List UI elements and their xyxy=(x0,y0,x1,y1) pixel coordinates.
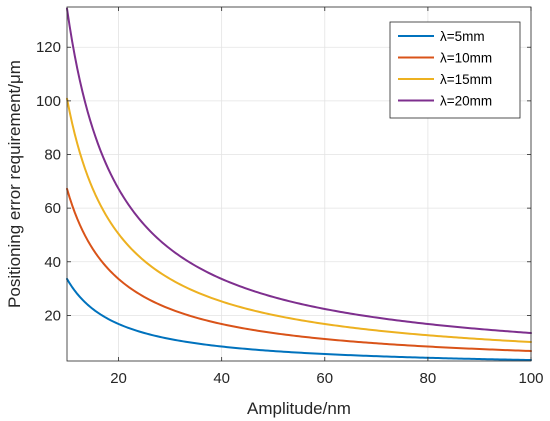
series-lines xyxy=(66,7,532,362)
legend-label-1: λ=5mm xyxy=(440,29,485,44)
legend-label-3: λ=15mm xyxy=(440,72,492,87)
y-tick-label: 40 xyxy=(44,254,61,271)
y-tick-label: 120 xyxy=(36,39,61,56)
x-tick-label: 40 xyxy=(213,370,230,387)
legend-label-2: λ=10mm xyxy=(440,51,492,66)
legend: λ=5mm λ=10mm λ=15mm λ=20mm xyxy=(389,21,521,119)
plot-frame xyxy=(66,6,532,362)
series-line-1 xyxy=(66,277,532,362)
series-line-4 xyxy=(66,7,532,334)
y-tick-label: 80 xyxy=(44,147,61,164)
axis-ticks: 20 40 60 80 100 20 40 60 80 100 120 xyxy=(36,7,544,387)
y-tick-label: 60 xyxy=(44,200,61,217)
legend-box xyxy=(389,21,521,119)
x-tick-label: 60 xyxy=(316,370,333,387)
x-tick-label: 100 xyxy=(518,370,543,387)
legend-label-4: λ=20mm xyxy=(440,94,492,109)
y-axis-label: Positioning error requirement/μm xyxy=(5,60,24,308)
x-axis-label: Amplitude/nm xyxy=(247,399,351,418)
y-tick-label: 100 xyxy=(36,93,61,110)
series-line-3 xyxy=(66,97,532,344)
series-line-2 xyxy=(66,187,532,353)
x-tick-label: 80 xyxy=(420,370,437,387)
y-tick-label: 20 xyxy=(44,307,61,324)
x-tick-label: 20 xyxy=(110,370,127,387)
